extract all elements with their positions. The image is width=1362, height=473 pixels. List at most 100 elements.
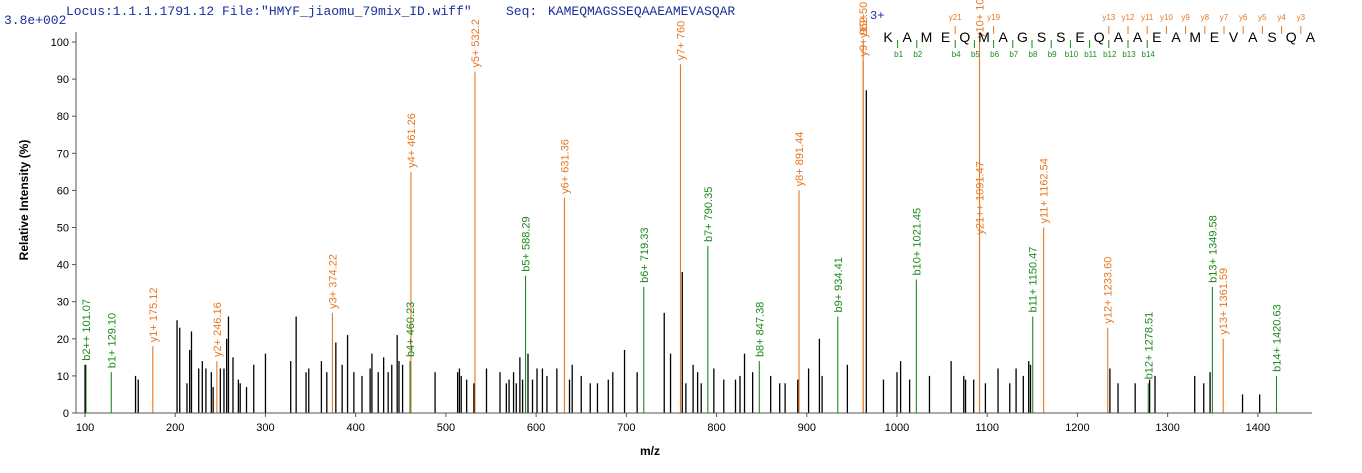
- b-ion-marker: b2: [913, 50, 922, 59]
- sequence-letter: E: [1152, 29, 1161, 45]
- y-axis-title: Relative Intensity (%): [17, 140, 31, 261]
- y-tick-label: 80: [57, 111, 69, 123]
- y-ion-marker: y5: [1258, 13, 1267, 22]
- y-ion-marker: y6: [1239, 13, 1248, 22]
- x-tick-label: 400: [346, 422, 364, 434]
- x-tick-label: 600: [527, 422, 545, 434]
- b-ion-marker: b7: [1009, 50, 1018, 59]
- y-ion-marker: y12: [1122, 13, 1135, 22]
- y-ion-marker: y21: [949, 13, 962, 22]
- sequence-letter: S: [1037, 29, 1046, 45]
- sequence-letter: A: [999, 29, 1009, 45]
- y-ion-marker: y10: [1160, 13, 1173, 22]
- sequence-letter: E: [941, 29, 950, 45]
- x-tick-label: 800: [707, 422, 725, 434]
- sequence-letter: Q: [1286, 29, 1297, 45]
- x-tick-label: 100: [76, 422, 94, 434]
- y-peak-label: y3+ 374.22: [327, 254, 339, 309]
- y-peak-label: y21++ 1091.47: [975, 161, 987, 234]
- x-tick-label: 900: [798, 422, 816, 434]
- y-tick-label: 10: [57, 371, 69, 383]
- y-ion-marker: y8: [1201, 13, 1210, 22]
- sequence-letter: V: [1229, 29, 1239, 45]
- y-tick-label: 50: [57, 223, 69, 235]
- y-peak-label: y11+ 1162.54: [1039, 158, 1051, 223]
- peak-layer: [84, 42, 1278, 413]
- b-peak-label: b12+ 1278.51: [1143, 312, 1155, 380]
- b-ion-marker: b1: [894, 50, 903, 59]
- sequence-prefix: Seq:: [506, 4, 538, 19]
- b-peak-label: b4+ 460.23: [405, 302, 417, 357]
- b-ion-marker: b12: [1103, 50, 1117, 59]
- y-tick-label: 90: [57, 74, 69, 86]
- b-peak-label: b9+ 934.41: [833, 257, 845, 312]
- x-tick-label: 1400: [1246, 422, 1270, 434]
- b-ion-marker: b8: [1029, 50, 1038, 59]
- y-peak-label: y9+ 962.50: [858, 2, 870, 57]
- y-peak-label: y10+ 1091.47: [975, 0, 987, 38]
- sequence-letter: A: [903, 29, 913, 45]
- x-axis-title: m/z: [640, 444, 660, 458]
- y-tick-label: 20: [57, 334, 69, 346]
- b-peak-label: b5+ 588.29: [521, 216, 533, 271]
- b-ion-marker: b10: [1065, 50, 1079, 59]
- b-peak-label: b13+ 1349.58: [1207, 215, 1219, 283]
- axis-layer: 0 10 20 30 40 50 60 70 80 90 100 100 200 300 400 500 600…: [51, 32, 1312, 434]
- sequence-letter: G: [1017, 29, 1028, 45]
- b-ion-marker: b13: [1122, 50, 1136, 59]
- b-ion-marker: b9: [1048, 50, 1057, 59]
- y-ion-marker: y11: [1141, 13, 1154, 22]
- b-ion-marker: b6: [990, 50, 999, 59]
- scale-label: 3.8e+002: [4, 13, 67, 28]
- y-peak-label: y8+ 891.44: [794, 132, 806, 187]
- y-ion-marker: y19: [987, 13, 1000, 22]
- sequence-letter: A: [1171, 29, 1181, 45]
- sequence-letter: E: [1075, 29, 1084, 45]
- y-peak-label: y5+ 532.2: [470, 19, 482, 68]
- sequence-letter: M: [978, 29, 990, 45]
- b-peak-label: b10+ 1021.45: [911, 208, 923, 276]
- sequence-value: KAMEQMAGSSEQAAEAMEVASQAR: [548, 4, 736, 19]
- x-tick-label: 500: [437, 422, 455, 434]
- b-peak-label: b2++ 101.07: [81, 299, 93, 361]
- sequence-letter: A: [1306, 29, 1316, 45]
- y-tick-label: 30: [57, 297, 69, 309]
- y-ion-marker: y4: [1277, 13, 1286, 22]
- x-tick-label: 1000: [885, 422, 909, 434]
- b-peak-label: b11+ 1150.47: [1028, 247, 1040, 313]
- sequence-letter: K: [883, 29, 893, 45]
- sequence-letter: S: [1056, 29, 1065, 45]
- b-peak-label: b14+ 1420.63: [1271, 304, 1283, 372]
- sequence-letter: M: [1189, 29, 1201, 45]
- y-ion-marker: y7: [1220, 13, 1229, 22]
- sequence-letter: E: [1210, 29, 1219, 45]
- b-ion-marker: b5: [971, 50, 980, 59]
- sequence-letter: M: [921, 29, 933, 45]
- b-ion-marker: b14: [1142, 50, 1156, 59]
- x-tick-label: 1200: [1065, 422, 1089, 434]
- y-ion-marker: y13: [1102, 13, 1115, 22]
- locus-info: Locus:1.1.1.1791.12 File:"HMYF_jiaomu_79…: [66, 4, 472, 19]
- b-peak-label: b1+ 129.10: [106, 313, 118, 368]
- sequence-letter: Q: [1094, 29, 1105, 45]
- y-peak-label: y12+ 1233.60: [1103, 257, 1115, 324]
- y-peak-label: y13+ 1361.59: [1218, 268, 1230, 335]
- b-ion-marker: b4: [952, 50, 961, 59]
- y-ion-marker: y9: [1181, 13, 1190, 22]
- sequence-letter: Q: [959, 29, 970, 45]
- sequence-letter: A: [1248, 29, 1258, 45]
- y-peak-label: y19+: [858, 14, 870, 38]
- y-ion-marker: y3: [1297, 13, 1306, 22]
- sequence-letter: A: [1133, 29, 1143, 45]
- x-tick-label: 200: [166, 422, 184, 434]
- y-peak-label: y6+ 631.36: [559, 139, 571, 194]
- y-peak-label: y7+ 760: [675, 21, 687, 60]
- x-tick-label: 300: [256, 422, 274, 434]
- x-tick-label: 1300: [1155, 422, 1179, 434]
- charge-label: 3+: [870, 9, 885, 23]
- x-tick-label: 700: [617, 422, 635, 434]
- b-peak-label: b8+ 847.38: [754, 302, 766, 357]
- y-peak-label: y2+ 246.16: [212, 302, 224, 357]
